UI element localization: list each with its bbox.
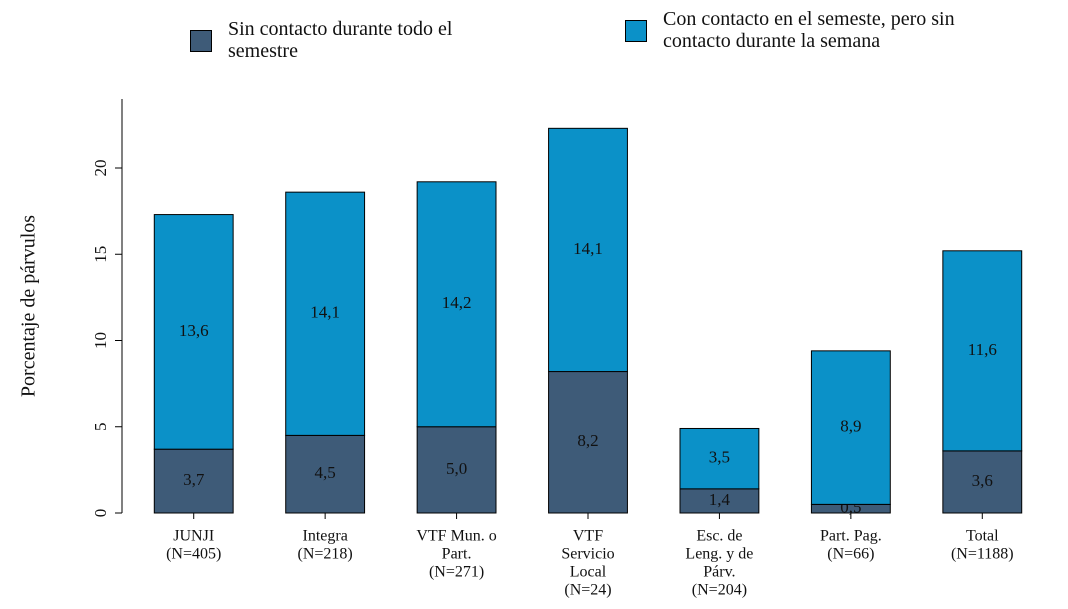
x-tick-label: Part. <box>442 546 472 563</box>
bar-segment <box>942 250 1023 452</box>
legend-swatch <box>190 30 212 52</box>
bar-segment <box>548 127 628 373</box>
bar-segment <box>285 434 366 514</box>
legend-label: Con contacto en el semeste, pero sin con… <box>663 8 955 52</box>
x-tick-label: Part. Pag. <box>820 528 882 545</box>
value-label: 8,2 <box>577 431 598 450</box>
value-label: 5,0 <box>446 459 467 478</box>
value-label: 11,6 <box>968 340 997 359</box>
x-tick-label: (N=24) <box>564 582 611 599</box>
value-label: 14,1 <box>573 239 603 258</box>
value-label: 14,2 <box>442 293 472 312</box>
value-label: 13,6 <box>179 321 209 340</box>
value-label: 3,7 <box>183 470 205 489</box>
x-tick-label: Local <box>570 564 607 581</box>
legend-item: Con contacto en el semeste, pero sin con… <box>625 8 965 52</box>
value-label: 3,6 <box>972 471 993 490</box>
y-tick-label: 10 <box>91 332 110 349</box>
legend-swatch <box>625 20 647 42</box>
bar-segment <box>153 448 234 514</box>
bar-segment <box>810 350 891 505</box>
x-tick-label: Párv. <box>703 564 735 581</box>
x-tick-label: (N=204) <box>692 582 747 599</box>
bar-segment <box>416 181 497 428</box>
x-tick-label: VTF <box>573 528 603 545</box>
x-tick-label: Total <box>966 528 999 545</box>
x-tick-label: Integra <box>302 528 347 545</box>
x-tick-label: Esc. de <box>696 528 742 545</box>
bar-segment <box>548 371 628 514</box>
legend-label: Sin contacto durante todo el semestre <box>228 18 453 62</box>
bar-segment <box>285 191 366 436</box>
x-tick-label: (N=1188) <box>951 546 1014 563</box>
x-tick-label: (N=405) <box>166 546 221 563</box>
x-tick-label: (N=66) <box>827 546 874 563</box>
y-tick-label: 5 <box>91 423 110 432</box>
x-tick-label: Leng. y de <box>685 546 753 563</box>
value-label: 4,5 <box>315 463 336 482</box>
y-axis-title: Porcentaje de párvulos <box>18 215 40 397</box>
legend-item: Sin contacto durante todo el semestre <box>190 18 520 62</box>
x-tick-label: (N=218) <box>298 546 353 563</box>
value-label: 14,1 <box>310 303 340 322</box>
y-tick-label: 20 <box>91 160 110 177</box>
bar-segment <box>679 488 760 514</box>
bar-segment <box>679 427 760 490</box>
x-tick-label: (N=271) <box>429 564 484 581</box>
value-label: 8,9 <box>840 417 861 436</box>
value-label: 1,4 <box>709 490 731 509</box>
bar-segment <box>153 214 234 450</box>
y-tick-label: 0 <box>91 509 110 518</box>
y-tick-label: 15 <box>91 246 110 263</box>
bar-segment <box>942 450 1023 514</box>
x-tick-label: Servicio <box>561 546 614 563</box>
value-label: 3,5 <box>709 448 730 467</box>
bar-segment <box>416 426 497 514</box>
x-tick-label: JUNJI <box>173 528 214 545</box>
x-tick-label: VTF Mun. o <box>416 528 496 545</box>
